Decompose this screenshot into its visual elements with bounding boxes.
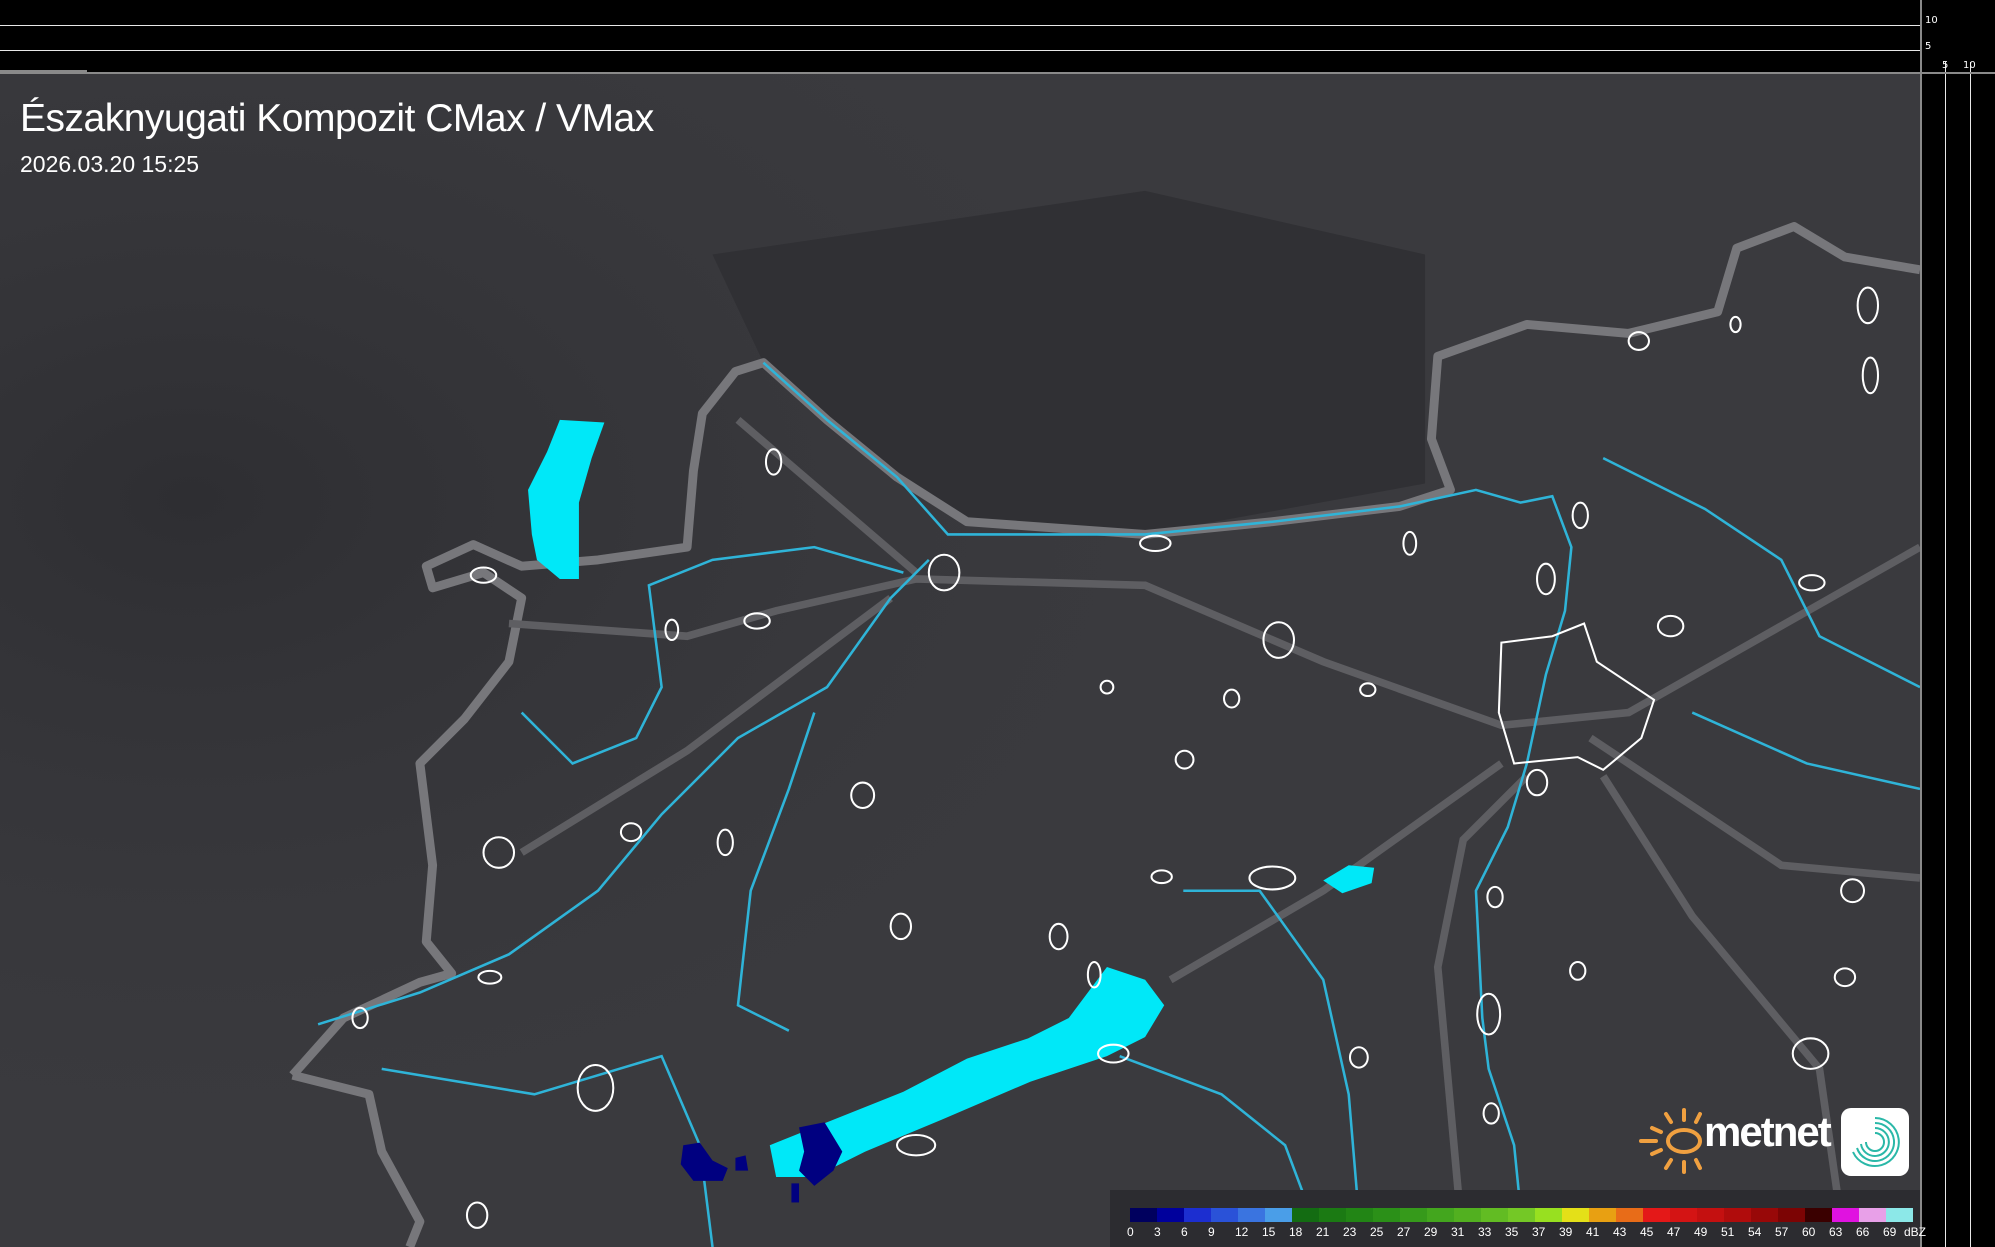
legend-label: 23 <box>1343 1225 1357 1239</box>
legend-label: 35 <box>1505 1225 1519 1239</box>
legend-swatch <box>1238 1208 1265 1222</box>
legend-label: 18 <box>1289 1225 1303 1239</box>
legend-label: 66 <box>1856 1225 1870 1239</box>
legend-label: 43 <box>1613 1225 1627 1239</box>
top-profile-strip <box>0 0 1921 73</box>
radar-map[interactable] <box>0 74 1920 1247</box>
legend-label: 25 <box>1370 1225 1384 1239</box>
legend-label: 63 <box>1829 1225 1843 1239</box>
legend-label: 41 <box>1586 1225 1600 1239</box>
legend-swatch <box>1670 1208 1697 1222</box>
sun-icon <box>1639 1108 1702 1174</box>
grid-line-5 <box>1945 62 1946 1247</box>
right-profile-strip <box>1922 74 1995 1247</box>
legend-label: 60 <box>1802 1225 1816 1239</box>
legend-swatch <box>1481 1208 1508 1222</box>
legend-swatch <box>1184 1208 1211 1222</box>
lake-velence <box>1323 865 1375 894</box>
legend-swatch <box>1265 1208 1292 1222</box>
legend-swatch <box>1292 1208 1319 1222</box>
legend-label: 9 <box>1208 1225 1215 1239</box>
legend-swatch <box>1832 1208 1859 1222</box>
legend-label: 39 <box>1559 1225 1573 1239</box>
legend-label: 51 <box>1721 1225 1735 1239</box>
legend-label: 15 <box>1262 1225 1276 1239</box>
legend-color-bar <box>1130 1208 1913 1222</box>
legend-swatch <box>1751 1208 1778 1222</box>
legend-swatch <box>1778 1208 1805 1222</box>
legend-swatch <box>1859 1208 1886 1222</box>
grid-line-5 <box>0 50 1921 51</box>
legend-label: 31 <box>1451 1225 1465 1239</box>
divider <box>0 72 1995 74</box>
legend-label: 49 <box>1694 1225 1708 1239</box>
legend-swatch <box>1697 1208 1724 1222</box>
legend-swatch <box>1373 1208 1400 1222</box>
precipitation <box>680 1122 843 1203</box>
legend-swatch <box>1805 1208 1832 1222</box>
legend-swatch <box>1562 1208 1589 1222</box>
legend-label: 12 <box>1235 1225 1249 1239</box>
budapest-outline <box>1497 622 1656 772</box>
legend-labels: 0 3 6 9 12 15 18 21 23 25 27 29 31 33 35 37 39 41 43 45 47 49… <box>1127 1225 1930 1241</box>
legend-label: 37 <box>1532 1225 1546 1239</box>
grid-line-10 <box>0 25 1921 26</box>
legend-label: 47 <box>1667 1225 1681 1239</box>
legend-label: 6 <box>1181 1225 1188 1239</box>
legend-swatch <box>1616 1208 1643 1222</box>
legend-label: 27 <box>1397 1225 1411 1239</box>
legend-swatch <box>1400 1208 1427 1222</box>
legend-swatch <box>1886 1208 1913 1222</box>
divider <box>0 70 87 73</box>
legend-unit: dBZ <box>1904 1225 1927 1239</box>
legend-swatch <box>1346 1208 1373 1222</box>
metnet-logo: metnet <box>1636 1104 1916 1178</box>
town-outlines <box>351 286 1880 1229</box>
tick-label-left-10: 10 <box>1925 15 1938 26</box>
legend-swatch <box>1427 1208 1454 1222</box>
legend-label: 29 <box>1424 1225 1438 1239</box>
legend-swatch <box>1724 1208 1751 1222</box>
legend-swatch <box>1157 1208 1184 1222</box>
dark-plain <box>712 190 1426 535</box>
swirl-badge-icon <box>1841 1108 1909 1176</box>
lakes <box>528 419 1375 1178</box>
legend-swatch <box>1130 1208 1157 1222</box>
logo-brand-text: metnet <box>1704 1108 1832 1155</box>
legend-swatch <box>1319 1208 1346 1222</box>
grid-line-10 <box>1970 62 1971 1247</box>
tick-label-bottom-5: 5 <box>1942 60 1949 71</box>
legend-label: 33 <box>1478 1225 1492 1239</box>
legend-label: 57 <box>1775 1225 1789 1239</box>
legend-swatch <box>1535 1208 1562 1222</box>
dbz-color-legend: 0 3 6 9 12 15 18 21 23 25 27 29 31 33 35 37 39 41 43 45 47 49… <box>1110 1190 1926 1247</box>
country-border <box>289 222 1920 1247</box>
lake-neusiedl <box>528 419 605 579</box>
legend-label: 69 <box>1883 1225 1897 1239</box>
divider <box>1920 0 1922 1247</box>
legend-swatch <box>1454 1208 1481 1222</box>
legend-label: 54 <box>1748 1225 1762 1239</box>
map-timestamp: 2026.03.20 15:25 <box>20 151 200 177</box>
legend-swatch <box>1211 1208 1238 1222</box>
legend-swatch <box>1589 1208 1616 1222</box>
map-title: Északnyugati Kompozit CMax / VMax <box>20 97 654 140</box>
tick-label-bottom-10: 10 <box>1963 60 1976 71</box>
roads <box>508 417 1920 1247</box>
legend-swatch <box>1508 1208 1535 1222</box>
legend-swatch <box>1643 1208 1670 1222</box>
legend-label: 0 <box>1127 1225 1134 1239</box>
legend-label: 3 <box>1154 1225 1161 1239</box>
legend-label: 21 <box>1316 1225 1330 1239</box>
legend-label: 45 <box>1640 1225 1654 1239</box>
lake-balaton <box>769 967 1165 1178</box>
map-layer <box>0 74 1920 1247</box>
tick-label-left-5: 5 <box>1925 41 1932 52</box>
